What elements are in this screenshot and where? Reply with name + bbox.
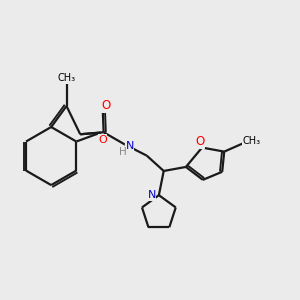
Text: H: H [119,147,127,158]
Text: O: O [98,135,107,145]
Text: CH₃: CH₃ [243,136,261,146]
Text: N: N [125,141,134,151]
Text: O: O [101,99,111,112]
Text: CH₃: CH₃ [57,73,76,83]
Text: N: N [147,190,156,200]
Text: O: O [195,135,205,148]
